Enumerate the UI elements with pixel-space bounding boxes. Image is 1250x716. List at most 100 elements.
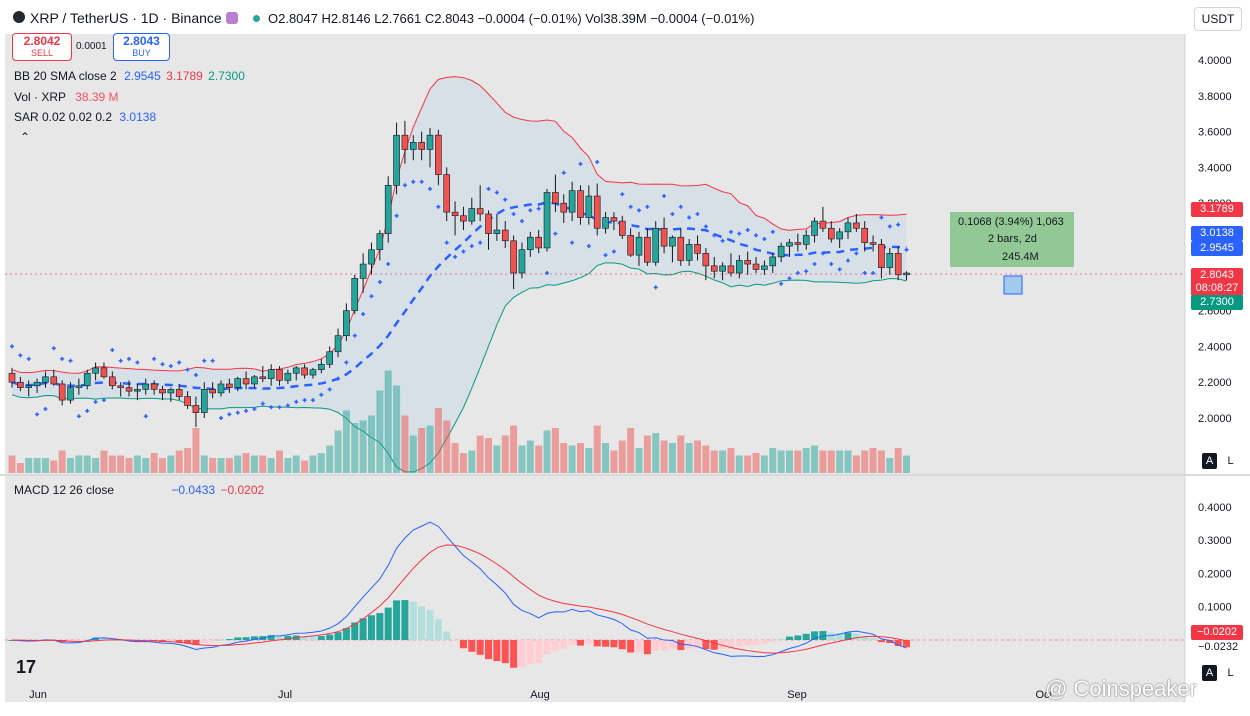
macd-histogram-bar bbox=[610, 640, 618, 648]
sar-dot bbox=[469, 244, 474, 249]
sar-dot bbox=[662, 194, 667, 199]
candle-body bbox=[226, 383, 233, 388]
candle-body bbox=[75, 385, 83, 388]
collapse-legend-icon[interactable]: ⌃ bbox=[20, 130, 31, 144]
macd-histogram-bar bbox=[359, 618, 367, 640]
macd-histogram-bar bbox=[301, 636, 309, 640]
candle-body bbox=[134, 389, 141, 392]
volume-bar bbox=[735, 455, 743, 473]
macd-signal-tag: −0.0202 bbox=[1191, 625, 1243, 640]
sar-dot bbox=[494, 190, 499, 195]
last-price-tag: 2.8043 08:08:27 bbox=[1191, 268, 1243, 296]
vol-legend[interactable]: Vol · XRP 38.39 M bbox=[14, 90, 119, 104]
candle-body bbox=[510, 240, 517, 274]
sar-dot bbox=[35, 412, 40, 417]
macd-histogram-bar bbox=[694, 640, 702, 649]
sar-dot bbox=[528, 208, 533, 213]
candle-body bbox=[142, 383, 150, 390]
currency-selector[interactable]: USDT bbox=[1194, 7, 1242, 31]
sar-dot bbox=[896, 222, 901, 227]
candle-body bbox=[418, 142, 425, 150]
sar-dot bbox=[386, 262, 391, 267]
candle-body bbox=[242, 378, 250, 385]
sar-dot bbox=[871, 271, 876, 276]
candle-body bbox=[334, 335, 342, 353]
sar-dot bbox=[628, 204, 633, 209]
sell-button[interactable]: 2.8042 SELL bbox=[12, 33, 72, 61]
macd-legend[interactable]: MACD 12 26 close −0.0433 −0.0202 bbox=[14, 483, 264, 497]
volume-bar bbox=[760, 455, 768, 473]
candle-body bbox=[794, 242, 802, 245]
macd-histogram-bar bbox=[652, 640, 660, 651]
buy-button[interactable]: 2.8043 BUY bbox=[113, 33, 170, 61]
macd-signal-value: −0.0202 bbox=[220, 483, 265, 497]
macd-histogram-bar bbox=[811, 631, 819, 640]
macd-auto-button[interactable]: A bbox=[1202, 665, 1217, 681]
sar-dot bbox=[478, 240, 483, 245]
sar-dot bbox=[210, 358, 215, 363]
macd-histogram-bar bbox=[852, 633, 860, 640]
volume-bar bbox=[434, 408, 442, 473]
time-axis-label: Jun bbox=[29, 689, 47, 701]
bollinger-band-fill bbox=[12, 76, 907, 472]
candle-body bbox=[602, 217, 609, 229]
sar-dot bbox=[812, 262, 817, 267]
macd-histogram-bar bbox=[367, 615, 375, 640]
macd-histogram-bar bbox=[785, 636, 793, 640]
sar-dot bbox=[369, 294, 374, 299]
sar-dot bbox=[678, 204, 683, 209]
candle-body bbox=[393, 134, 400, 186]
macd-log-button[interactable]: L bbox=[1227, 667, 1234, 679]
volume-bar bbox=[451, 443, 459, 473]
volume-bar bbox=[367, 415, 375, 473]
volume-bar bbox=[593, 425, 601, 473]
macd-histogram-bar bbox=[576, 640, 584, 646]
candle-body bbox=[527, 236, 534, 251]
sar-dot bbox=[603, 253, 608, 258]
tradingview-logo-icon[interactable]: 17 bbox=[16, 657, 37, 677]
sar-dot bbox=[754, 233, 759, 238]
candle-body bbox=[485, 213, 492, 234]
candle-body bbox=[752, 263, 760, 270]
candle-body bbox=[894, 253, 902, 276]
candle-body bbox=[568, 190, 576, 213]
log-scale-button[interactable]: L bbox=[1227, 455, 1234, 467]
macd-histogram-bar bbox=[744, 640, 752, 646]
volume-bar bbox=[861, 450, 869, 473]
macd-histogram-bar bbox=[643, 640, 651, 655]
macd-histogram-bar bbox=[593, 640, 601, 647]
hide-icon[interactable] bbox=[226, 12, 238, 24]
macd-signal-line bbox=[11, 544, 907, 654]
auto-scale-button[interactable]: A bbox=[1202, 453, 1217, 469]
macd-histogram-bar bbox=[886, 640, 894, 643]
bb-legend[interactable]: BB 20 SMA close 2 2.9545 3.1789 2.7300 bbox=[14, 69, 245, 83]
macd-histogram-bar bbox=[685, 640, 693, 649]
candle-body bbox=[744, 260, 751, 265]
sar-dot bbox=[244, 408, 249, 413]
macd-histogram-bar bbox=[668, 640, 676, 649]
sar-legend[interactable]: SAR 0.02 0.02 0.2 3.0138 bbox=[14, 110, 156, 124]
volume-bar bbox=[359, 420, 367, 473]
chart-title[interactable]: XRP / TetherUS · 1D · Binance bbox=[30, 10, 222, 26]
volume-bar bbox=[41, 458, 49, 473]
sar-dot bbox=[294, 399, 299, 404]
measure-highlight bbox=[1003, 275, 1023, 295]
sar-dot bbox=[670, 211, 675, 216]
macd-histogram-bar bbox=[727, 640, 735, 649]
candle-body bbox=[819, 220, 827, 229]
symbol-logo-icon bbox=[13, 11, 25, 23]
macd-pane-background bbox=[5, 476, 1185, 702]
candle-body bbox=[100, 367, 108, 378]
sar-dot bbox=[43, 407, 48, 412]
macd-histogram-bar bbox=[209, 640, 217, 642]
sell-price: 2.8042 bbox=[23, 34, 61, 48]
macd-histogram-bar bbox=[677, 640, 685, 651]
candle-body bbox=[460, 215, 467, 222]
sar-dot bbox=[737, 231, 742, 236]
macd-line bbox=[11, 521, 907, 658]
macd-histogram-bar bbox=[560, 640, 568, 649]
candle-body bbox=[58, 383, 66, 401]
macd-histogram-bar bbox=[242, 637, 250, 640]
volume-bar bbox=[744, 455, 752, 473]
